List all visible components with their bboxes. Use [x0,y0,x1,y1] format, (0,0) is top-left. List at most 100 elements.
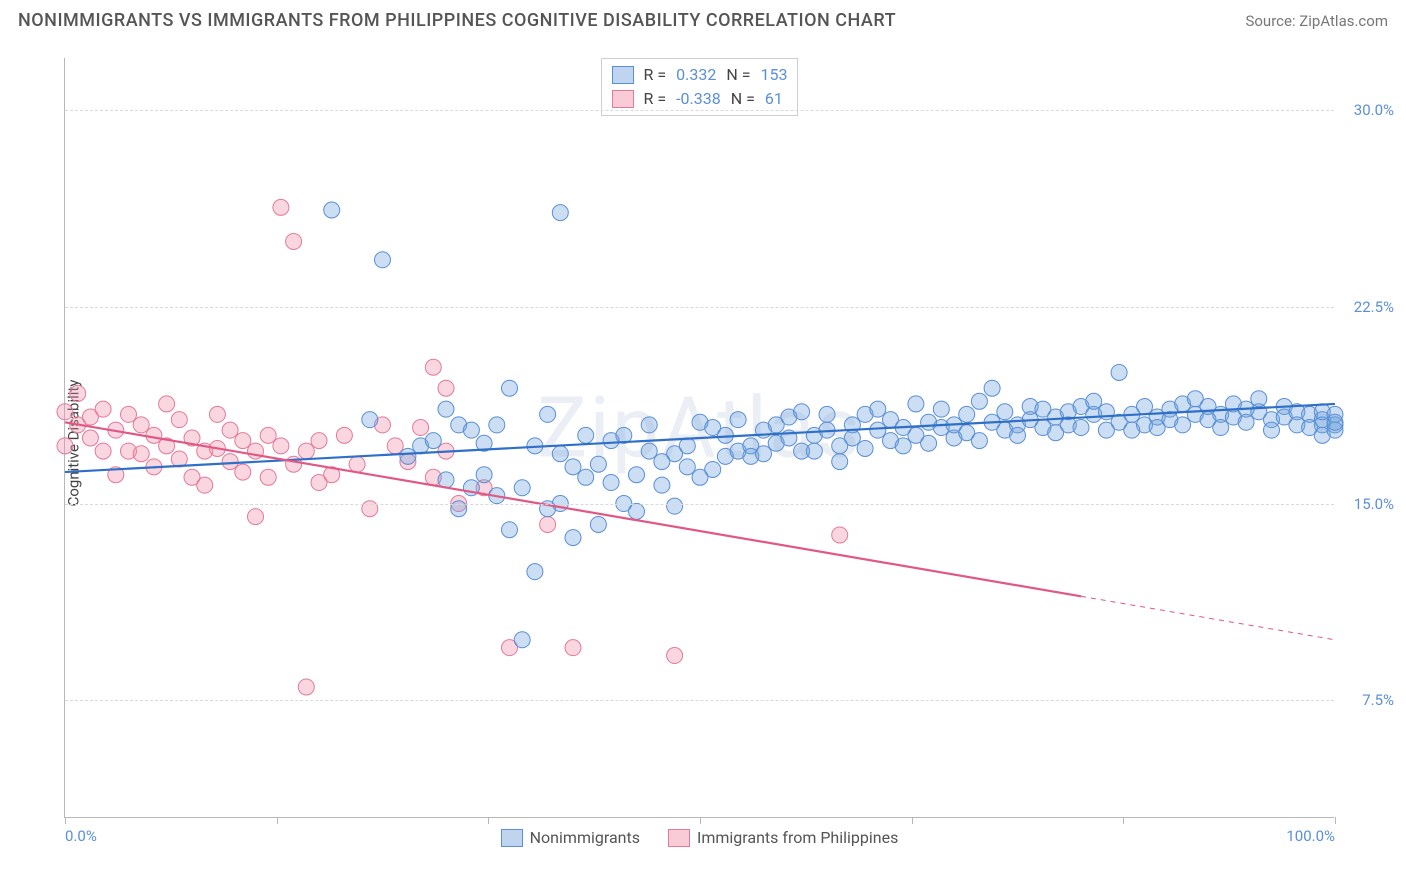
data-point-nonimmigrants [502,380,518,396]
data-point-nonimmigrants [1073,420,1089,436]
data-point-immigrants [133,446,149,462]
data-point-immigrants [438,380,454,396]
data-point-nonimmigrants [514,632,530,648]
data-point-immigrants [298,443,314,459]
data-point-nonimmigrants [1213,420,1229,436]
data-point-nonimmigrants [641,417,657,433]
data-point-nonimmigrants [1010,427,1026,443]
data-point-nonimmigrants [590,456,606,472]
data-point-nonimmigrants [756,446,772,462]
data-point-immigrants [95,401,111,417]
data-point-nonimmigrants [502,522,518,538]
x-tick [277,817,278,824]
data-point-nonimmigrants [832,454,848,470]
data-point-immigrants [273,199,289,215]
chart-title: NONIMMIGRANTS VS IMMIGRANTS FROM PHILIPP… [18,10,896,31]
data-point-nonimmigrants [705,461,721,477]
data-point-immigrants [70,385,86,401]
data-point-immigrants [82,430,98,446]
chart-container: Cognitive Disability ZipAtlas R = 0.332 … [50,48,1385,838]
data-point-nonimmigrants [476,467,492,483]
data-point-nonimmigrants [1238,414,1254,430]
data-point-nonimmigrants [870,401,886,417]
data-point-immigrants [260,427,276,443]
data-point-nonimmigrants [1111,364,1127,380]
data-point-nonimmigrants [908,396,924,412]
plot-area: ZipAtlas R = 0.332 N = 153 R = -0.338 N … [64,58,1334,818]
data-point-nonimmigrants [438,401,454,417]
data-point-nonimmigrants [679,438,695,454]
data-point-nonimmigrants [1251,391,1267,407]
data-point-nonimmigrants [324,202,340,218]
data-point-immigrants [159,396,175,412]
data-point-nonimmigrants [578,427,594,443]
data-point-immigrants [209,406,225,422]
x-tick-label-left: 0.0% [65,827,97,845]
x-tick-label-right: 100.0% [1286,827,1335,845]
data-point-nonimmigrants [730,412,746,428]
data-point-nonimmigrants [565,530,581,546]
data-point-immigrants [146,427,162,443]
data-point-immigrants [121,406,137,422]
data-point-nonimmigrants [590,516,606,532]
data-point-nonimmigrants [527,564,543,580]
data-point-nonimmigrants [933,401,949,417]
y-tick-label: 22.5% [1354,298,1394,316]
x-tick [65,817,66,824]
data-point-immigrants [413,420,429,436]
data-point-nonimmigrants [1137,399,1153,415]
gridline [65,504,1334,505]
data-point-immigrants [197,477,213,493]
data-point-nonimmigrants [375,252,391,268]
data-point-nonimmigrants [1264,422,1280,438]
data-point-immigrants [832,527,848,543]
data-point-immigrants [286,233,302,249]
x-tick [700,817,701,824]
data-point-nonimmigrants [679,459,695,475]
x-tick [1335,817,1336,824]
x-tick [912,817,913,824]
data-point-nonimmigrants [654,477,670,493]
data-point-nonimmigrants [667,498,683,514]
x-tick [1123,817,1124,824]
legend-item-immigrants: Immigrants from Philippines [668,828,898,847]
data-point-immigrants [565,640,581,656]
plot-svg [65,58,1334,817]
data-point-nonimmigrants [489,417,505,433]
data-point-nonimmigrants [641,443,657,459]
data-point-immigrants [133,417,149,433]
gridline [65,307,1334,308]
data-point-immigrants [387,438,403,454]
data-point-nonimmigrants [844,430,860,446]
data-point-immigrants [349,456,365,472]
data-point-nonimmigrants [959,406,975,422]
data-point-immigrants [273,438,289,454]
data-point-nonimmigrants [514,480,530,496]
data-point-nonimmigrants [984,380,1000,396]
legend-item-nonimmigrants: Nonimmigrants [501,828,640,847]
data-point-nonimmigrants [1175,417,1191,433]
data-point-nonimmigrants [971,433,987,449]
data-point-nonimmigrants [400,448,416,464]
x-tick [488,817,489,824]
data-point-immigrants [298,679,314,695]
data-point-nonimmigrants [819,406,835,422]
data-point-nonimmigrants [857,440,873,456]
data-point-immigrants [425,359,441,375]
data-point-nonimmigrants [552,446,568,462]
gridline [65,110,1334,111]
gridline [65,700,1334,701]
data-point-nonimmigrants [870,422,886,438]
y-tick-label: 7.5% [1362,691,1394,709]
data-point-nonimmigrants [463,422,479,438]
data-point-immigrants [235,464,251,480]
data-point-nonimmigrants [971,393,987,409]
data-point-nonimmigrants [565,459,581,475]
data-point-immigrants [311,433,327,449]
data-point-nonimmigrants [603,475,619,491]
data-point-nonimmigrants [806,443,822,459]
data-point-nonimmigrants [921,435,937,451]
data-point-nonimmigrants [629,467,645,483]
data-point-nonimmigrants [362,412,378,428]
data-point-nonimmigrants [629,503,645,519]
